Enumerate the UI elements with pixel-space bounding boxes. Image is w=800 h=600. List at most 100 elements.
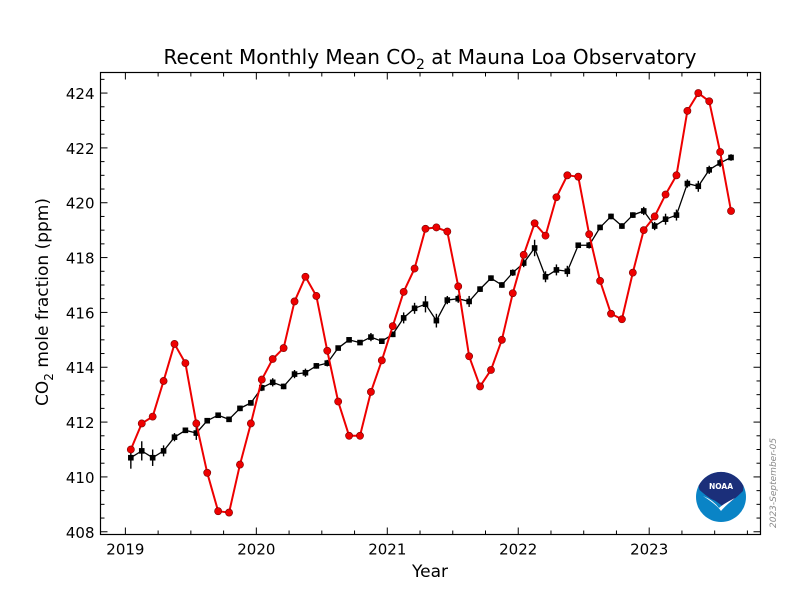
monthly-mean-point xyxy=(279,344,288,352)
y-tick-label: 420 xyxy=(66,195,95,213)
seasonally-corrected-point xyxy=(258,385,265,391)
monthly-mean-point xyxy=(552,193,561,202)
seasonally-corrected-point xyxy=(422,301,429,307)
monthly-mean-point xyxy=(377,356,386,365)
monthly-mean-point xyxy=(454,282,463,291)
monthly-mean-point xyxy=(203,468,212,477)
monthly-mean-point xyxy=(716,148,725,156)
monthly-mean-point xyxy=(727,207,735,215)
y-tick-label: 414 xyxy=(66,359,95,377)
monthly-mean-point xyxy=(334,397,343,406)
seasonally-corrected-point xyxy=(488,275,494,281)
seasonally-corrected-point xyxy=(455,295,462,302)
monthly-mean-point xyxy=(563,171,572,180)
monthly-mean-point xyxy=(225,508,233,517)
seasonally-corrected-point xyxy=(684,180,691,187)
monthly-mean-point xyxy=(290,297,299,306)
x-tick-label: 2020 xyxy=(237,541,275,559)
monthly-mean-point xyxy=(421,224,430,233)
noaa-logo-sky xyxy=(698,471,744,507)
seasonally-corrected-point xyxy=(499,282,505,288)
monthly-mean-point xyxy=(301,272,310,281)
monthly-mean-point xyxy=(399,287,408,296)
seasonally-corrected-point xyxy=(619,223,625,229)
x-tick-label: 2022 xyxy=(499,541,537,559)
seasonally-corrected-point xyxy=(640,208,647,214)
seasonally-corrected-point xyxy=(706,167,713,173)
noaa-logo-text: NOAA xyxy=(709,482,733,491)
monthly-mean-point xyxy=(268,355,277,363)
seasonally-corrected-point xyxy=(193,430,200,436)
monthly-mean-point xyxy=(236,460,244,469)
seasonally-corrected-point xyxy=(477,286,483,292)
seasonally-corrected-point xyxy=(695,183,702,190)
seasonally-corrected-point xyxy=(160,448,167,454)
monthly-mean-point xyxy=(508,289,517,298)
noaa-logo: NOAA xyxy=(696,471,746,522)
monthly-mean-point xyxy=(541,231,550,240)
seasonally-corrected-point xyxy=(608,213,614,220)
seasonally-corrected-point xyxy=(149,454,156,461)
monthly-mean-point xyxy=(443,227,452,236)
monthly-mean-point xyxy=(596,276,604,285)
monthly-mean-point xyxy=(618,315,626,324)
monthly-mean-point xyxy=(476,382,484,391)
monthly-mean-point xyxy=(694,89,703,97)
seasonally-corrected-point xyxy=(586,242,592,249)
monthly-mean-point xyxy=(465,352,474,361)
seasonally-corrected-point xyxy=(237,405,243,412)
seasonally-corrected-point xyxy=(564,268,571,275)
seasonally-corrected-point xyxy=(368,334,374,340)
seasonally-corrected-point xyxy=(630,212,636,218)
seasonally-corrected-point xyxy=(400,315,407,321)
seasonally-corrected-point xyxy=(171,434,178,440)
monthly-mean-point xyxy=(519,250,528,259)
monthly-mean-point xyxy=(257,375,266,384)
seasonally-corrected-point xyxy=(575,242,582,249)
seasonally-corrected-point xyxy=(269,379,276,386)
seasonally-corrected-point xyxy=(324,360,331,366)
y-tick-label: 422 xyxy=(66,140,95,158)
monthly-mean-point xyxy=(148,412,157,421)
seasonally-corrected-point xyxy=(291,371,298,377)
y-tick-label: 412 xyxy=(66,414,95,432)
seasonally-corrected-point xyxy=(520,260,527,266)
seasonally-corrected-point xyxy=(215,412,221,419)
y-tick-label: 424 xyxy=(66,85,95,103)
axis-tick-labels: 2019 2020 2021 2022 2023 408 410 412 414 416 418 42… xyxy=(66,85,668,558)
seasonally-corrected-point xyxy=(662,216,669,222)
chart-title: Recent Monthly Mean CO2 at Mauna Loa Obs… xyxy=(164,45,697,73)
plot-area xyxy=(99,71,762,536)
monthly-mean-point xyxy=(356,431,364,440)
seasonally-corrected-point xyxy=(280,383,287,390)
seasonally-corrected-point xyxy=(553,267,560,273)
monthly-mean-point xyxy=(639,226,648,235)
seasonally-corrected-point xyxy=(597,224,603,231)
monthly-mean-point xyxy=(607,309,615,318)
monthly-mean-point xyxy=(367,388,375,396)
monthly-mean-point xyxy=(574,172,583,181)
x-tick-label: 2023 xyxy=(630,541,668,559)
seasonally-corrected-point xyxy=(313,363,320,369)
seasonally-corrected-point xyxy=(128,454,134,461)
seasonally-corrected-point xyxy=(357,339,363,346)
y-tick-label: 418 xyxy=(66,250,95,268)
seasonally-corrected-point xyxy=(302,369,309,376)
monthly-mean-point xyxy=(530,219,539,228)
seasonally-corrected-point xyxy=(531,245,538,251)
monthly-mean-point xyxy=(410,264,419,273)
axis-ticks xyxy=(100,72,761,535)
seasonally-corrected-point xyxy=(673,212,680,218)
series-seasonally-corrected xyxy=(128,154,734,469)
y-axis-label: CO2 mole fraction (ppm) xyxy=(33,198,56,406)
monthly-mean-point xyxy=(672,171,681,180)
seasonally-corrected-point xyxy=(444,297,451,303)
seasonally-corrected-point xyxy=(651,223,658,229)
seasonally-corrected-point xyxy=(411,305,418,312)
monthly-mean-point xyxy=(487,366,495,374)
monthly-mean-point xyxy=(497,335,506,344)
seasonally-corrected-point xyxy=(204,417,211,424)
seasonally-corrected-point xyxy=(335,345,341,351)
seasonally-corrected-point xyxy=(389,331,396,338)
